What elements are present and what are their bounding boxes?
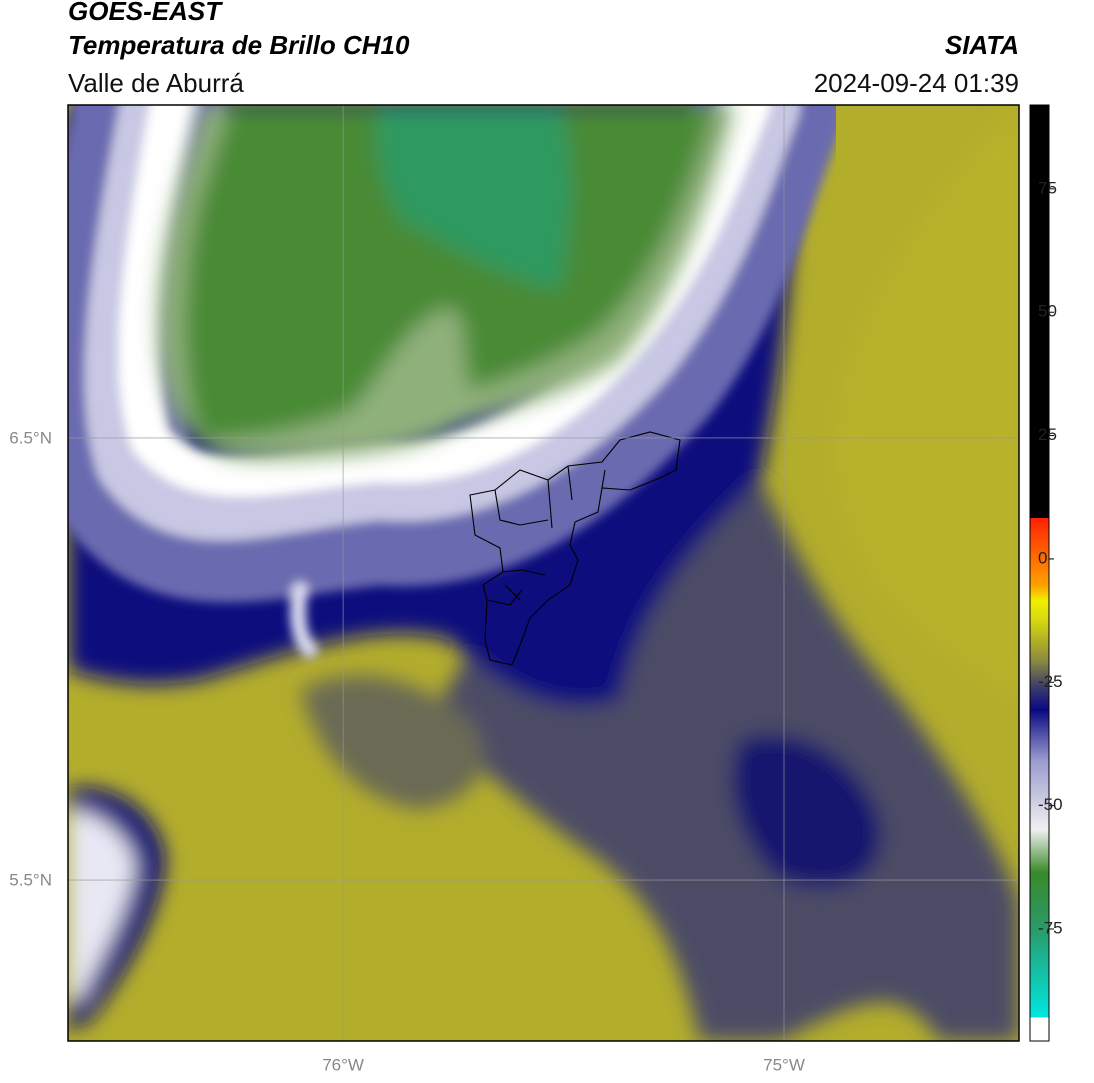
colorbar-tick-label: -75 [1038,918,1063,937]
colorbar-tick-label: 25 [1038,425,1057,444]
colorbar-tick-label: -25 [1038,672,1063,691]
colorbar-tick-label: 50 [1038,302,1057,321]
colorbar-tick-label: 0 [1038,548,1047,567]
subtitle: Temperatura de Brillo CH10 [68,30,410,60]
datetime: 2024-09-24 01:39 [814,68,1019,98]
colorbar-tick-label: -50 [1038,795,1063,814]
grid [68,105,1019,1041]
map-frame [67,104,1020,1042]
y-tick-label: 6.5°N [9,428,52,447]
y-tick-label: 5.5°N [9,871,52,890]
colorbar [1029,104,1050,1042]
region: Valle de Aburrá [68,68,244,98]
source: SIATA [945,30,1019,60]
colorbar-tick-label: 75 [1038,178,1057,197]
satellite-image [68,105,1019,1041]
x-tick-label: 76°W [322,1055,364,1074]
x-tick-label: 75°W [763,1055,805,1074]
municipality-borders [469,431,681,666]
title: GOES-EAST [68,0,223,26]
